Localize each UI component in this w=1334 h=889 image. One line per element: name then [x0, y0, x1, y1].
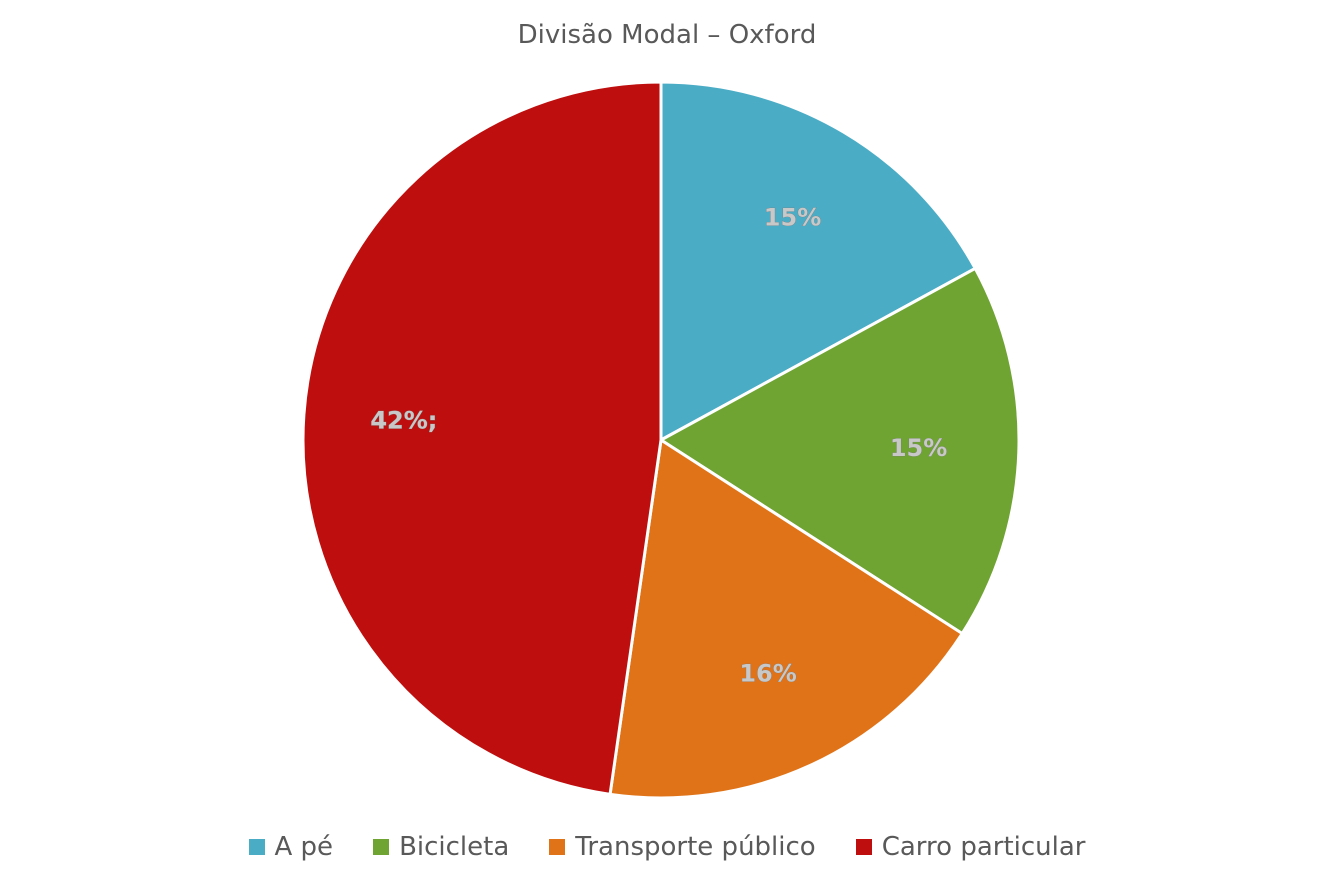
legend-label-carro-particular: Carro particular — [881, 832, 1086, 862]
legend-swatch-transporte-publico — [549, 839, 566, 855]
legend-swatch-a-pe — [248, 839, 265, 855]
legend-swatch-carro-particular — [855, 839, 872, 855]
pie-slice-carro-particular — [301, 80, 663, 797]
legend: A pé Bicicleta Transporte público Carro … — [0, 832, 1334, 862]
pie-slice-transporte-publico — [608, 437, 965, 800]
legend-label-a-pe: A pé — [274, 832, 334, 862]
legend-label-transporte-publico: Transporte público — [575, 832, 816, 862]
legend-item-bicicleta: Bicicleta — [373, 832, 509, 862]
chart-title: Divisão Modal – Oxford — [517, 20, 817, 50]
legend-swatch-bicicleta — [373, 839, 390, 855]
legend-item-carro-particular: Carro particular — [855, 832, 1086, 862]
data-label-bicicleta: 15% — [890, 434, 947, 462]
legend-label-bicicleta: Bicicleta — [399, 832, 510, 862]
legend-item-a-pe: A pé — [248, 832, 334, 862]
pie-slice-a-pe — [659, 80, 978, 443]
data-label-transporte-publico: 16% — [739, 659, 796, 687]
data-label-a-pe: 15% — [764, 203, 821, 231]
legend-item-transporte-publico: Transporte público — [549, 832, 816, 862]
data-label-carro-particular: 42%; — [370, 407, 437, 435]
pie-slice-bicicleta — [658, 266, 1021, 636]
